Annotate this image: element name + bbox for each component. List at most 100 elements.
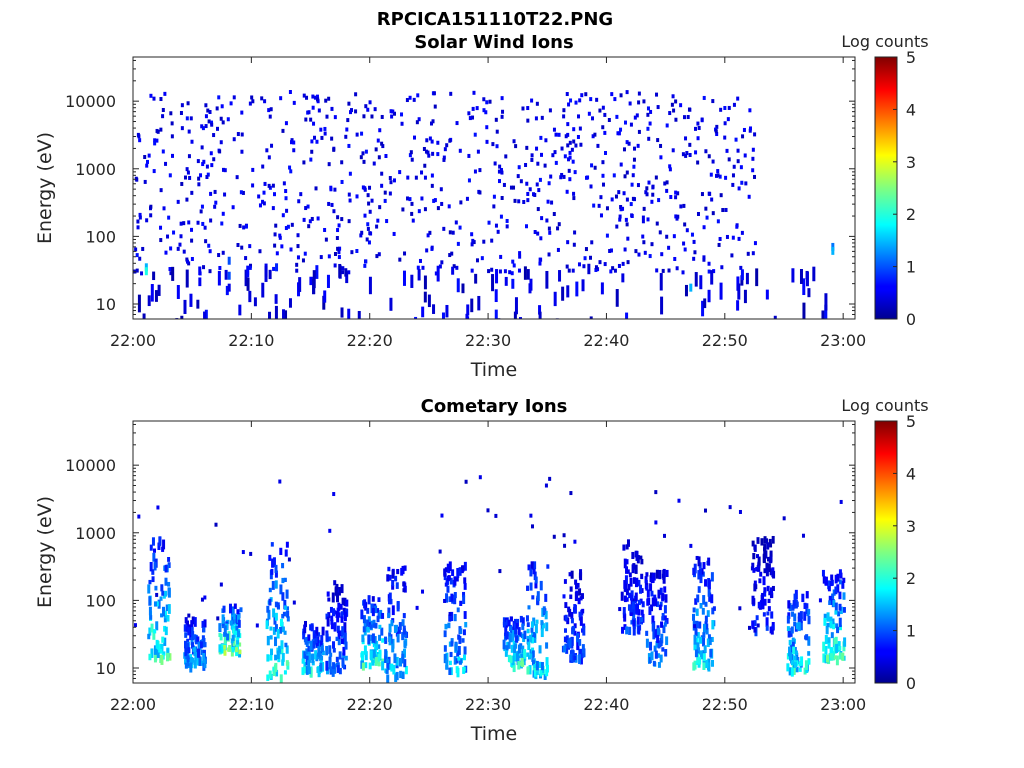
heatmap-cell: [201, 221, 205, 226]
heatmap-cell: [210, 122, 214, 127]
heatmap-cell: [656, 653, 660, 658]
heatmap-cell: [684, 136, 688, 141]
heatmap-cell: [448, 596, 452, 603]
heatmap-cell: [246, 265, 250, 278]
heatmap-cell: [205, 164, 209, 169]
heatmap-cell: [562, 114, 566, 119]
heatmap-cell: [710, 197, 714, 202]
heatmap-cell: [383, 198, 387, 203]
heatmap-cell: [497, 179, 501, 184]
heatmap-cell: [387, 612, 391, 619]
heatmap-cell: [658, 604, 662, 611]
heatmap-cell: [831, 618, 835, 625]
heatmap-cell: [597, 203, 601, 208]
heatmap-cell: [200, 597, 204, 602]
heatmap-cell: [635, 113, 639, 118]
heatmap-cell: [487, 269, 491, 274]
heatmap-cell: [818, 598, 822, 603]
heatmap-cell: [189, 654, 193, 660]
heatmap-cell: [494, 289, 498, 303]
colorbar: [875, 421, 897, 683]
heatmap-cell: [281, 652, 285, 662]
heatmap-cell: [500, 196, 504, 201]
heatmap-cell: [502, 182, 506, 187]
heatmap-cell: [364, 651, 368, 661]
heatmap-cell: [648, 254, 652, 259]
heatmap-cell: [179, 110, 183, 115]
heatmap-cell: [238, 642, 242, 647]
heatmap-cell: [381, 638, 385, 643]
heatmap-cell: [377, 662, 381, 667]
heatmap-cell: [155, 138, 159, 143]
heatmap-cell: [224, 269, 228, 280]
heatmap-cell: [310, 139, 314, 144]
heatmap-cell: [519, 632, 523, 638]
heatmap-cell: [278, 233, 282, 238]
heatmap-cell: [598, 108, 602, 113]
heatmap-cell: [530, 524, 534, 529]
heatmap-cell: [152, 632, 156, 640]
heatmap-cell: [185, 167, 189, 172]
heatmap-cell: [737, 236, 741, 241]
heatmap-cell: [731, 173, 735, 178]
heatmap-cell: [654, 520, 658, 525]
heatmap-cell: [482, 108, 486, 113]
heatmap-cell: [451, 599, 455, 604]
heatmap-cell: [347, 270, 351, 275]
heatmap-cell: [655, 601, 659, 607]
heatmap-cell: [674, 117, 678, 122]
heatmap-cell: [835, 623, 839, 629]
heatmap-cell: [386, 674, 390, 683]
heatmap-cell: [565, 189, 569, 194]
heatmap-cell: [323, 126, 327, 131]
heatmap-cell: [443, 645, 447, 652]
heatmap-cell: [748, 108, 752, 113]
heatmap-cell: [682, 115, 686, 120]
heatmap-cell: [499, 214, 503, 219]
heatmap-cell: [627, 141, 631, 146]
heatmap-cell: [838, 617, 842, 628]
heatmap-cell: [386, 658, 390, 664]
heatmap-cell: [654, 175, 658, 180]
heatmap-cell: [292, 600, 296, 605]
x-tick-label: 22:50: [702, 331, 748, 350]
heatmap-cell: [645, 572, 649, 577]
heatmap-cell: [640, 609, 644, 616]
heatmap-cell: [663, 615, 667, 620]
heatmap-cell: [538, 261, 542, 266]
heatmap-cell: [444, 567, 448, 573]
heatmap-cell: [502, 621, 506, 628]
heatmap-cell: [621, 273, 625, 283]
heatmap-cell: [662, 625, 666, 634]
heatmap-cell: [603, 130, 607, 135]
heatmap-cell: [541, 623, 545, 629]
heatmap-cell: [332, 209, 336, 214]
heatmap-cell: [634, 564, 638, 574]
heatmap-cell: [141, 246, 145, 251]
heatmap-cell: [258, 203, 262, 208]
heatmap-cell: [371, 596, 375, 602]
heatmap-cell: [426, 233, 430, 238]
heatmap-cell: [209, 151, 213, 156]
heatmap-cell: [395, 630, 399, 637]
heatmap-cell: [647, 180, 651, 185]
heatmap-cell: [544, 138, 548, 143]
heatmap-cell: [517, 644, 521, 654]
heatmap-cell: [350, 108, 354, 113]
heatmap-cell: [284, 121, 288, 126]
heatmap-cell: [303, 620, 307, 628]
heatmap-cell: [318, 639, 322, 647]
heatmap-cell: [203, 311, 207, 319]
heatmap-cell: [302, 93, 306, 98]
heatmap-cell: [325, 114, 329, 119]
heatmap-cell: [621, 206, 625, 211]
heatmap-cell: [707, 658, 711, 667]
heatmap-cell: [605, 233, 609, 238]
heatmap-cell: [196, 636, 200, 642]
heatmap-cell: [696, 594, 700, 603]
heatmap-cell: [399, 670, 403, 679]
heatmap-cell: [552, 127, 556, 132]
heatmap-cell: [598, 260, 602, 265]
heatmap-cell: [542, 606, 546, 614]
heatmap-cell: [303, 661, 307, 670]
